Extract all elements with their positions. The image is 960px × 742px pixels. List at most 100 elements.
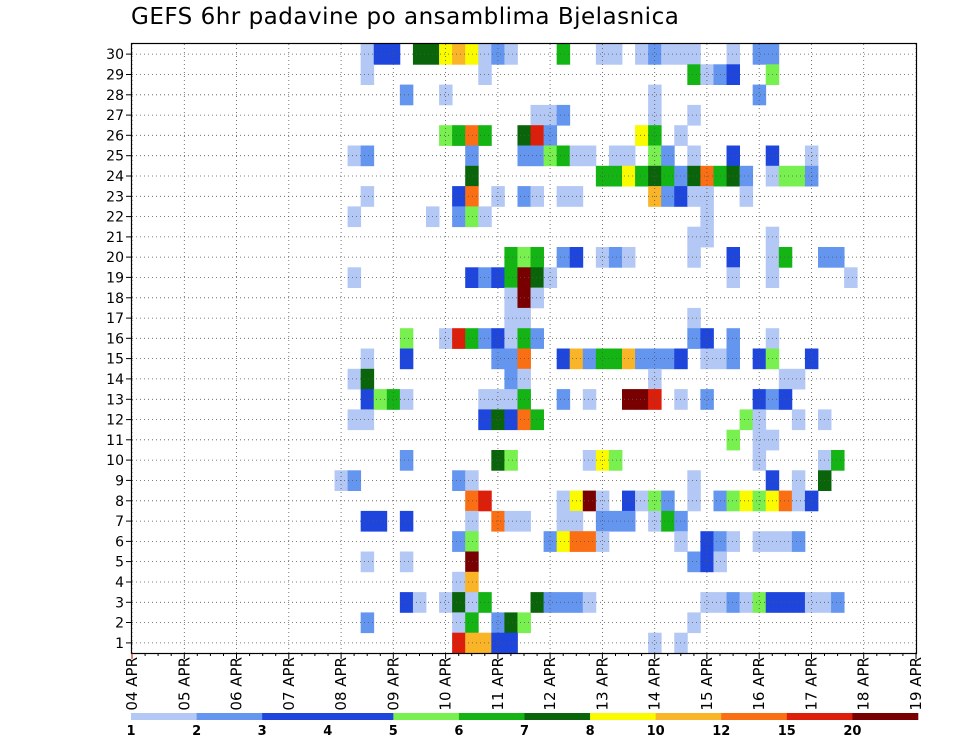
- x-tick-label: 08 APR: [332, 657, 350, 711]
- heatmap-cell: [504, 510, 518, 532]
- heatmap-cell: [504, 450, 518, 471]
- y-tick-label: 14: [106, 372, 124, 388]
- x-tick-label: 07 APR: [280, 657, 298, 711]
- heatmap-cell: [752, 44, 767, 65]
- heatmap-cell: [452, 470, 466, 491]
- heatmap-cell: [674, 510, 688, 532]
- legend-swatch: [852, 713, 919, 720]
- heatmap-cell: [778, 490, 793, 512]
- heatmap-cell: [752, 531, 767, 552]
- heatmap-cell: [687, 328, 701, 349]
- heatmap-cell: [465, 186, 479, 207]
- heatmap-cell: [726, 429, 740, 451]
- heatmap-cell: [556, 44, 571, 65]
- heatmap-cell: [556, 186, 571, 207]
- legend-swatch: [655, 713, 722, 720]
- heatmap-cell: [556, 247, 571, 268]
- heatmap-cell: [543, 104, 558, 126]
- heatmap-cell: [399, 450, 414, 471]
- heatmap-cell: [726, 531, 740, 552]
- heatmap-cell: [582, 531, 597, 552]
- legend-label: 10: [647, 724, 665, 739]
- heatmap-cell: [360, 145, 375, 167]
- heatmap-cell: [504, 368, 518, 390]
- heatmap-cell: [661, 348, 675, 370]
- heatmap-cell: [478, 206, 492, 228]
- heatmap-cell: [608, 348, 623, 370]
- heatmap-cell: [530, 247, 544, 268]
- heatmap-cell: [726, 348, 740, 370]
- heatmap-cell: [465, 510, 479, 532]
- heatmap-cell: [635, 348, 649, 370]
- x-tick-label: 16 APR: [750, 657, 768, 711]
- heatmap-cell: [452, 592, 466, 613]
- y-tick-label: 22: [106, 210, 124, 226]
- heatmap-cell: [478, 389, 492, 410]
- heatmap-cell: [478, 125, 492, 146]
- heatmap-cell: [530, 104, 544, 126]
- heatmap-cell: [648, 389, 662, 410]
- heatmap-cell: [504, 409, 518, 431]
- heatmap-cell: [687, 612, 701, 634]
- heatmap-cell: [399, 389, 414, 410]
- x-tick-label: 19 APR: [907, 657, 925, 711]
- heatmap-cell: [504, 247, 518, 268]
- x-tick-label: 14 APR: [646, 657, 664, 711]
- legend-swatch: [590, 713, 656, 720]
- heatmap-cell: [752, 592, 767, 613]
- heatmap-cell: [648, 368, 662, 390]
- heatmap-cell: [608, 145, 623, 167]
- heatmap-cell: [687, 44, 701, 65]
- heatmap-cell: [491, 632, 505, 654]
- heatmap-cell: [452, 125, 466, 146]
- chart-title: GEFS 6hr padavine po ansamblima Bjelasni…: [131, 4, 680, 30]
- heatmap-cell: [465, 612, 479, 634]
- heatmap-cell: [791, 165, 806, 187]
- heatmap-cell: [674, 632, 688, 654]
- heatmap-cell: [595, 44, 610, 65]
- heatmap-cell: [347, 470, 362, 491]
- heatmap-cell: [674, 44, 688, 65]
- heatmap-cell: [465, 592, 479, 613]
- heatmap-cell: [582, 145, 597, 167]
- heatmap-cells: [334, 44, 858, 654]
- heatmap-cell: [452, 186, 466, 207]
- heatmap-cell: [831, 592, 845, 613]
- y-tick-label: 23: [106, 189, 124, 205]
- legend-swatch: [131, 713, 197, 720]
- legend-swatch: [262, 713, 329, 720]
- heatmap-cell: [700, 348, 714, 370]
- heatmap-cell: [491, 267, 505, 288]
- y-tick-label: 8: [115, 494, 124, 510]
- heatmap-cell: [530, 125, 544, 146]
- heatmap-cell: [530, 328, 544, 349]
- heatmap-cell: [674, 531, 688, 552]
- heatmap-cell: [504, 44, 518, 65]
- heatmap-cell: [530, 145, 544, 167]
- heatmap-cell: [504, 632, 518, 654]
- heatmap-cell: [360, 510, 375, 532]
- heatmap-cell: [478, 44, 492, 65]
- heatmap-cell: [674, 348, 688, 370]
- legend-label: 3: [258, 724, 267, 739]
- heatmap-cell: [791, 368, 806, 390]
- heatmap-cell: [556, 490, 571, 512]
- heatmap-cell: [543, 145, 558, 167]
- heatmap-cell: [635, 490, 649, 512]
- heatmap-cell: [752, 348, 767, 370]
- legend-label: 6: [454, 724, 463, 739]
- y-tick-label: 15: [106, 352, 124, 368]
- heatmap-cell: [478, 64, 492, 85]
- heatmap-cell: [399, 348, 414, 370]
- heatmap-cell: [804, 592, 819, 613]
- y-axis: 1234567891011121314151617181920212223242…: [106, 47, 132, 652]
- heatmap-cell: [778, 592, 793, 613]
- heatmap-cell: [804, 145, 819, 167]
- heatmap-cell: [491, 389, 505, 410]
- y-tick-label: 18: [106, 291, 124, 307]
- legend-label: 8: [586, 724, 595, 739]
- heatmap-cell: [347, 368, 362, 390]
- heatmap-cell: [465, 470, 479, 491]
- heatmap-cell: [582, 450, 597, 471]
